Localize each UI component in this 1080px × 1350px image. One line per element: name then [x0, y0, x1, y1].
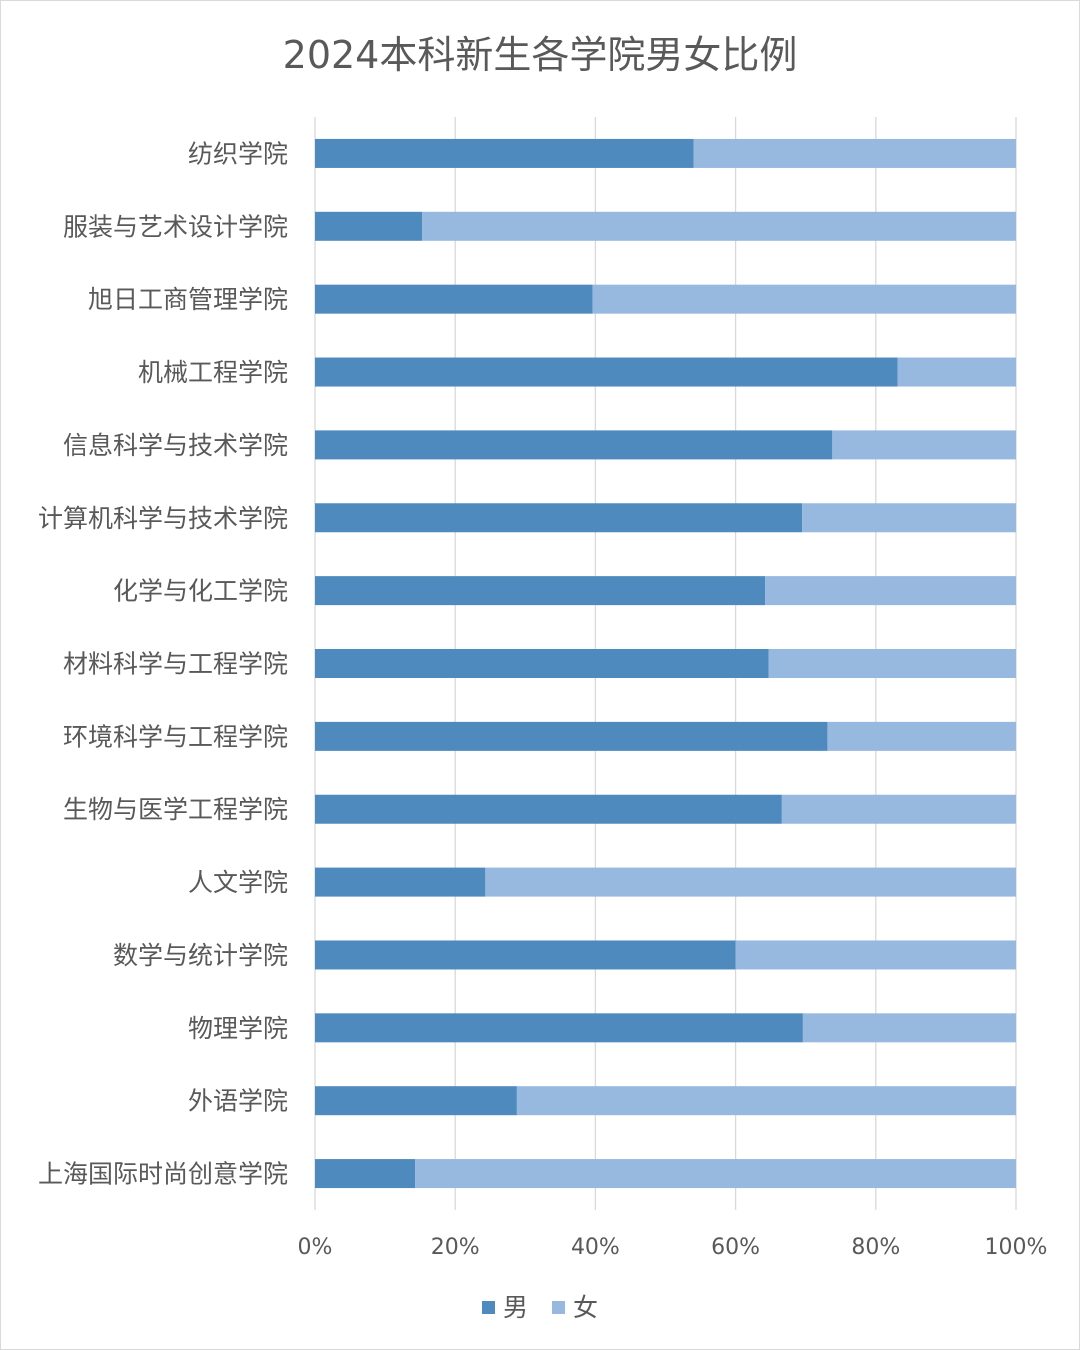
category-label-5: 计算机科学与技术学院 — [38, 504, 288, 533]
bar-female-13 — [516, 1086, 1016, 1116]
category-label-0: 纺织学院 — [188, 139, 288, 168]
bar-female-1 — [422, 211, 1016, 241]
bar-female-10 — [485, 867, 1016, 897]
bar-female-4 — [832, 430, 1016, 460]
category-label-3: 机械工程学院 — [138, 358, 288, 387]
bar-female-7 — [768, 649, 1016, 678]
bar-female-3 — [897, 357, 1016, 387]
legend-swatch-male — [482, 1300, 495, 1314]
bar-male-3 — [315, 357, 898, 387]
category-label-9: 生物与医学工程学院 — [63, 795, 288, 824]
category-label-13: 外语学院 — [188, 1087, 288, 1116]
category-label-8: 环境科学与工程学院 — [63, 722, 288, 751]
x-tick-label-2: 40% — [571, 1235, 620, 1260]
category-label-10: 人文学院 — [188, 868, 288, 897]
bar-female-11 — [735, 940, 1016, 970]
bar-female-0 — [693, 138, 1016, 168]
bar-female-2 — [592, 284, 1016, 314]
category-label-14: 上海国际时尚创意学院 — [38, 1160, 288, 1189]
bar-female-9 — [781, 794, 1016, 824]
category-label-12: 物理学院 — [188, 1014, 288, 1043]
bar-male-13 — [315, 1086, 517, 1116]
bar-male-6 — [315, 576, 766, 606]
category-label-11: 数学与统计学院 — [113, 941, 288, 970]
category-label-1: 服装与艺术设计学院 — [63, 212, 288, 241]
legend-item-female: 女 — [551, 1288, 598, 1324]
bar-male-10 — [315, 867, 486, 897]
x-tick-label-5: 100% — [985, 1235, 1048, 1260]
bar-female-5 — [802, 503, 1016, 533]
bar-male-5 — [315, 503, 803, 533]
x-tick-label-3: 60% — [711, 1235, 760, 1260]
x-tick-label-0: 0% — [298, 1235, 333, 1260]
category-label-4: 信息科学与技术学院 — [63, 431, 288, 460]
bar-female-12 — [802, 1013, 1016, 1043]
bar-male-7 — [315, 649, 769, 678]
bar-male-0 — [315, 138, 694, 168]
bar-male-2 — [315, 284, 593, 314]
legend-label-male: 男 — [503, 1293, 529, 1322]
x-tick-label-1: 20% — [431, 1235, 480, 1260]
bar-female-6 — [765, 576, 1016, 606]
category-label-2: 旭日工商管理学院 — [88, 285, 288, 314]
bar-male-8 — [315, 721, 828, 751]
bar-male-14 — [315, 1159, 416, 1189]
legend-item-male: 男 — [482, 1288, 528, 1324]
category-label-6: 化学与化工学院 — [113, 577, 288, 606]
chart-title: 2024本科新生各学院男女比例 — [282, 33, 798, 77]
x-tick-label-4: 80% — [851, 1235, 900, 1260]
bar-male-1 — [315, 211, 423, 241]
legend-label-female: 女 — [572, 1293, 598, 1322]
bar-female-8 — [827, 721, 1016, 751]
legend-swatch-female — [551, 1300, 565, 1314]
bar-male-4 — [315, 430, 833, 460]
bar-male-12 — [315, 1013, 803, 1043]
legend: 男 女 — [0, 1288, 1080, 1324]
bar-male-9 — [315, 794, 782, 824]
bar-male-11 — [315, 940, 736, 970]
category-label-7: 材料科学与工程学院 — [63, 650, 288, 679]
bar-female-14 — [415, 1159, 1016, 1189]
